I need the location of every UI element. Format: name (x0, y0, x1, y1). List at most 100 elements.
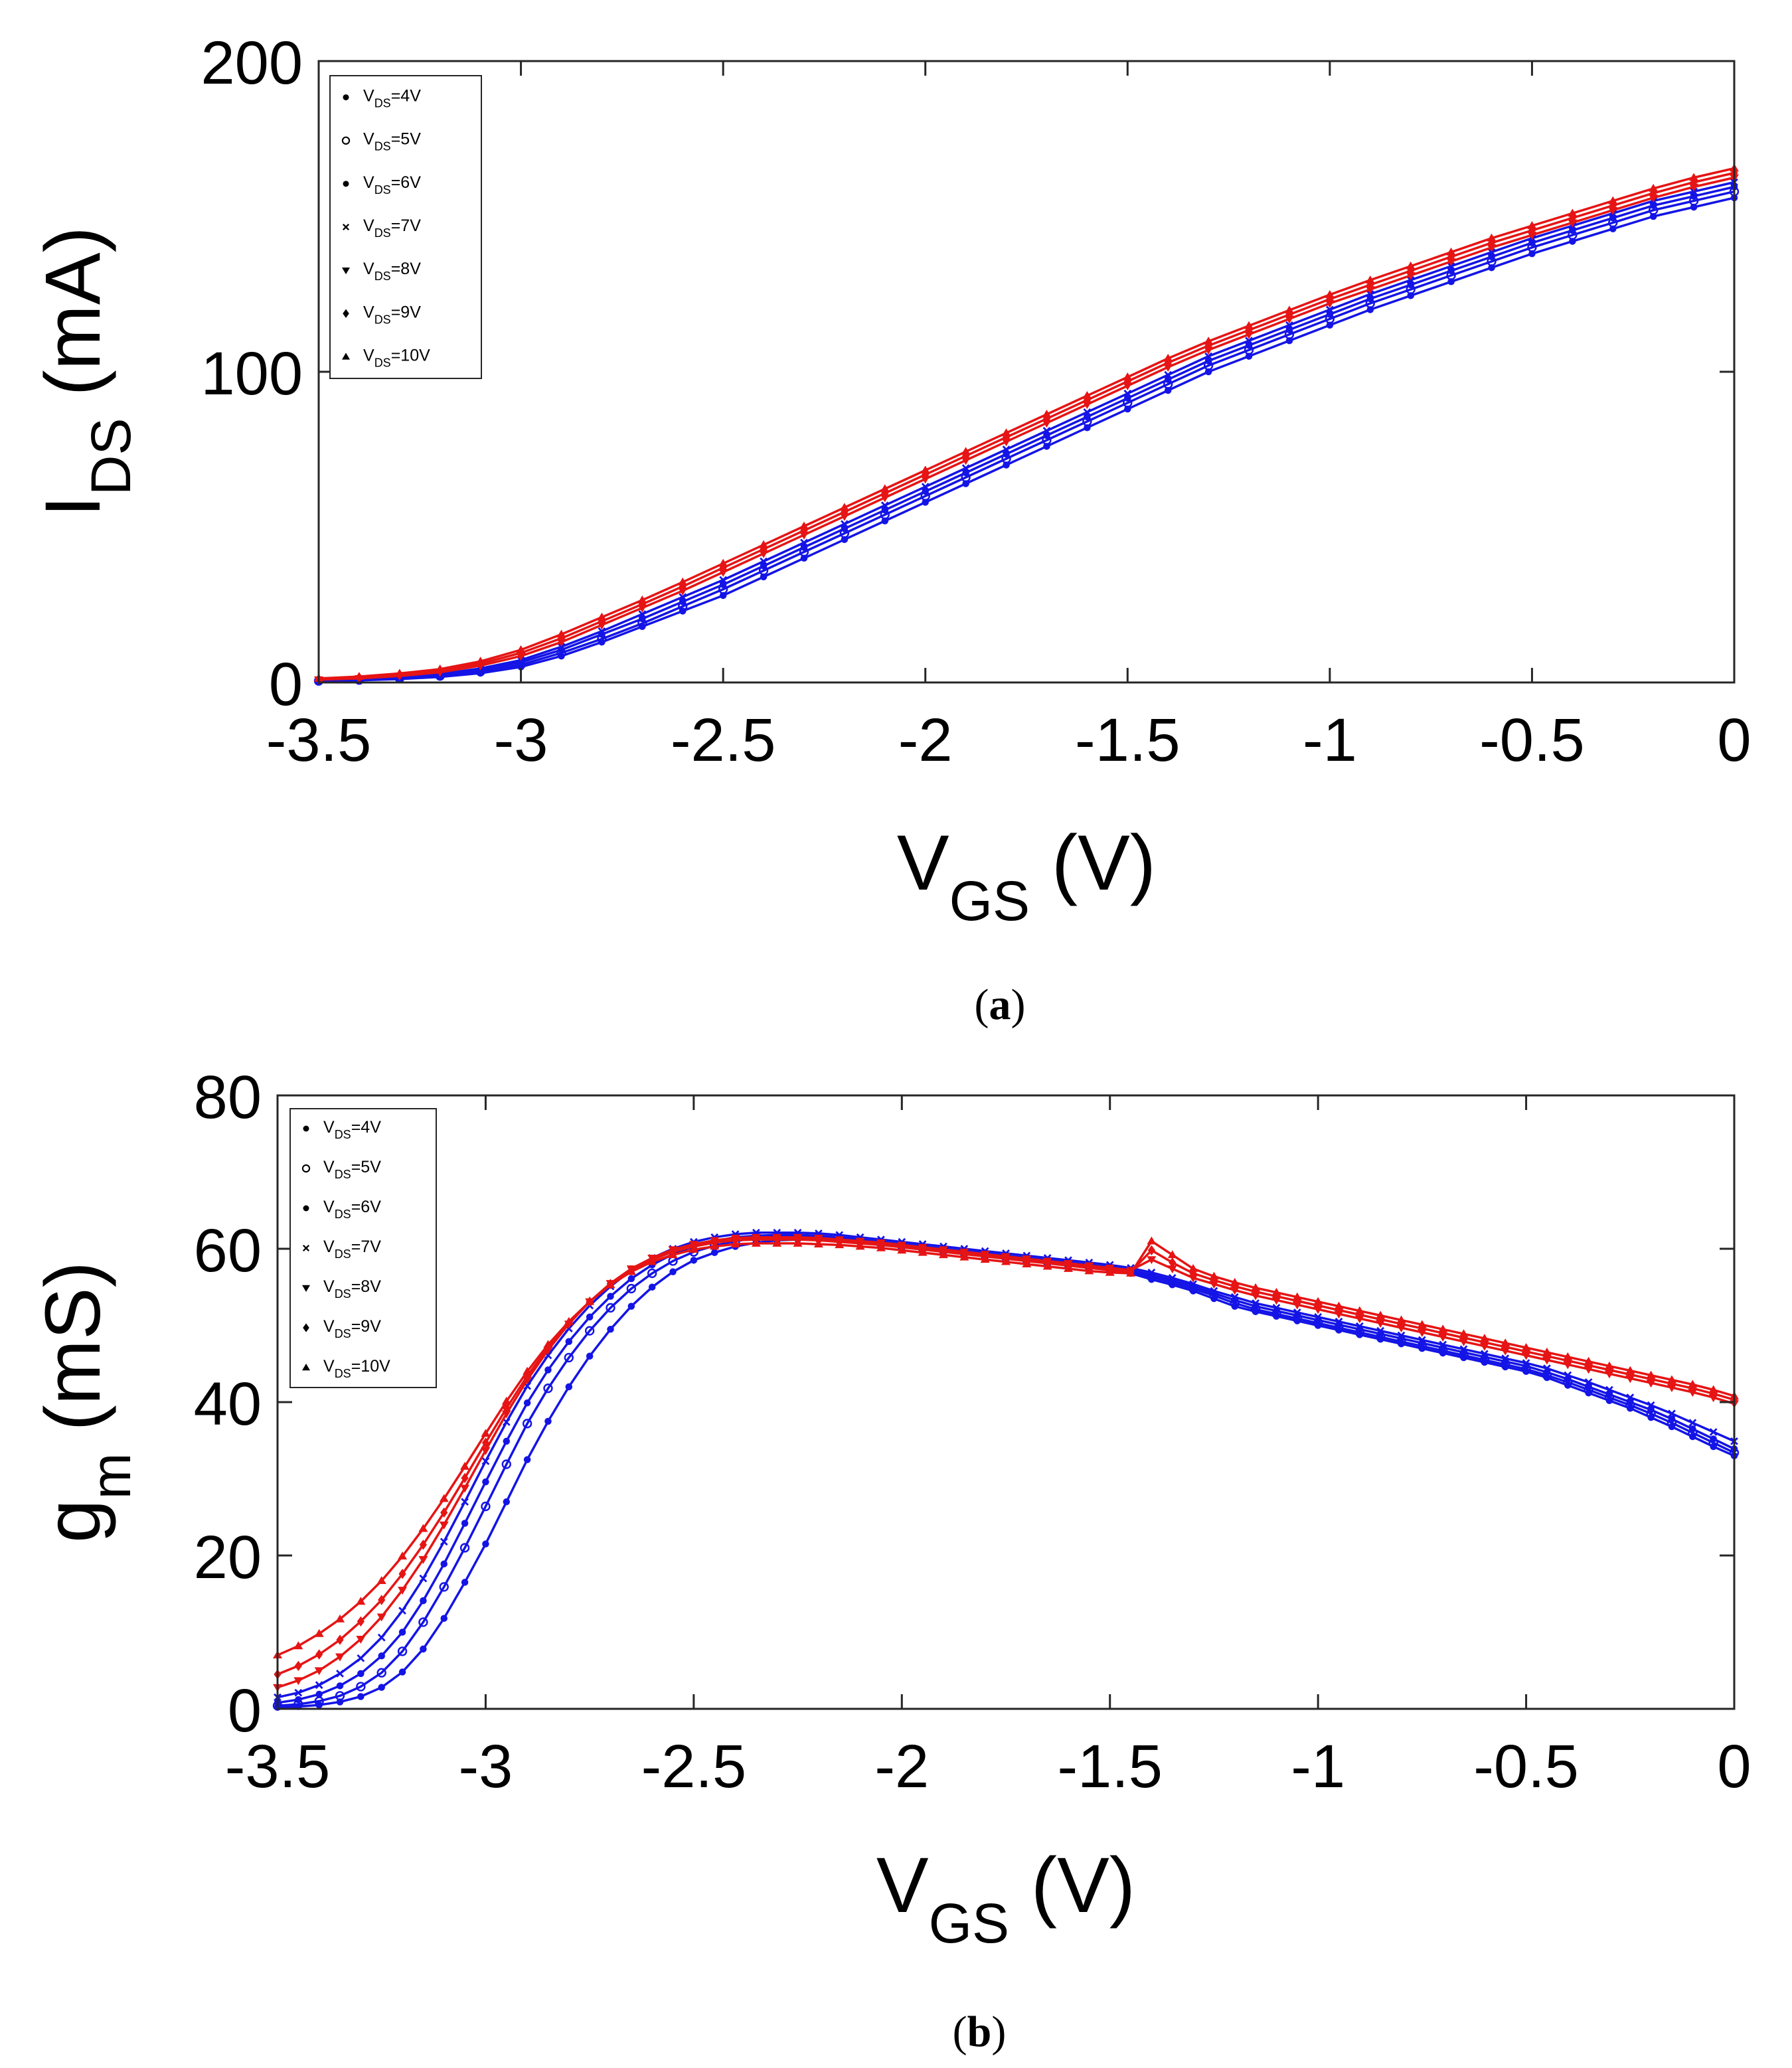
data-point (1406, 276, 1415, 284)
data-point (760, 544, 768, 554)
data-point (1396, 1315, 1406, 1324)
data-point (1123, 389, 1132, 398)
data-point (678, 577, 688, 586)
data-point (799, 521, 809, 530)
data-point (961, 447, 971, 455)
data-point (1690, 187, 1698, 196)
data-point (543, 1340, 553, 1348)
y-tick-label: 0 (269, 651, 303, 718)
data-point (1272, 1304, 1281, 1312)
data-point (1082, 391, 1092, 399)
data-point (1334, 1301, 1344, 1310)
data-point (1376, 1326, 1385, 1335)
data-point (800, 525, 808, 536)
legend-entry: VDS=10V (302, 1357, 390, 1380)
data-point (1690, 203, 1698, 211)
data-point (710, 1249, 718, 1257)
series-line (318, 167, 1735, 680)
x-tick-label: -1 (1291, 1733, 1345, 1800)
data-point (1313, 1297, 1323, 1305)
data-point (294, 1688, 303, 1697)
data-point (606, 1280, 615, 1289)
figure-caption: (b) (953, 2008, 1007, 2056)
data-point (295, 1696, 302, 1704)
data-point (1188, 1264, 1198, 1272)
data-point (1366, 306, 1374, 313)
legend-marker (341, 136, 351, 145)
legend-marker (302, 1244, 310, 1252)
x-tick-label: -1.5 (1075, 706, 1181, 774)
plot-area (278, 1095, 1734, 1709)
data-point (1292, 1292, 1302, 1301)
data-point (1542, 1347, 1552, 1356)
x-axis-label: VGS (V) (897, 819, 1156, 932)
x-tick-label: -0.5 (1479, 706, 1585, 774)
y-tick-label: 40 (194, 1370, 262, 1438)
data-point (1064, 1264, 1074, 1272)
data-point (523, 1371, 531, 1382)
data-point (1209, 1271, 1219, 1280)
legend-marker (343, 94, 349, 101)
data-point (354, 672, 364, 680)
data-point (876, 1243, 886, 1251)
data-point (314, 1629, 324, 1637)
data-point (398, 1587, 408, 1595)
data-point (1042, 427, 1051, 435)
data-point (481, 1429, 491, 1437)
data-point (1335, 1317, 1343, 1326)
data-point (394, 669, 404, 677)
data-point (1126, 1268, 1136, 1277)
data-point (1406, 272, 1416, 280)
x-tick-label: -2.5 (641, 1733, 747, 1800)
x-tick-label: -0.5 (1473, 1733, 1579, 1800)
data-point (1366, 290, 1374, 298)
data-point (1501, 1354, 1510, 1363)
data-point (460, 1462, 470, 1470)
data-point (719, 562, 727, 574)
y-axis-label: gm (mS) (29, 1261, 142, 1543)
data-point (1521, 1342, 1531, 1351)
data-point (1147, 1245, 1155, 1256)
data-point (1204, 352, 1212, 360)
data-point (1605, 1386, 1613, 1394)
legend-entry: VDS=8V (302, 1277, 381, 1301)
data-point (314, 1667, 324, 1676)
data-point (1147, 1236, 1157, 1245)
data-point (336, 1682, 344, 1690)
data-point (1147, 1256, 1157, 1265)
data-point (1446, 258, 1456, 266)
data-point (418, 1555, 428, 1564)
data-point (598, 627, 606, 635)
data-point (1527, 221, 1537, 229)
legend-label: VDS=10V (323, 1357, 390, 1380)
data-point (378, 1684, 385, 1691)
data-point (1543, 1364, 1551, 1373)
series-line (318, 197, 1735, 682)
data-point (1252, 1299, 1260, 1307)
data-point (356, 1635, 366, 1644)
data-point (294, 1660, 302, 1672)
data-point (1230, 1293, 1239, 1301)
data-point (419, 1574, 428, 1583)
data-point (1365, 275, 1375, 283)
series-vds-10v (314, 163, 1739, 682)
data-point (1397, 1331, 1406, 1340)
data-point (1417, 1320, 1427, 1328)
series-group (313, 163, 1740, 686)
data-point (648, 1283, 656, 1291)
data-point (841, 507, 849, 517)
data-point (835, 1240, 845, 1249)
data-point (1204, 368, 1212, 376)
data-point (439, 1521, 449, 1530)
data-point (800, 554, 808, 562)
legend-marker (303, 1125, 309, 1132)
data-point (1355, 1322, 1364, 1330)
x-tick-label: -2 (898, 706, 953, 774)
data-point (1688, 1380, 1698, 1388)
data-point (1528, 250, 1536, 258)
data-point (980, 1255, 990, 1263)
series-vds-10v (273, 1236, 1739, 1659)
data-point (439, 1582, 449, 1592)
data-point (1584, 1378, 1593, 1386)
data-point (586, 1313, 594, 1321)
